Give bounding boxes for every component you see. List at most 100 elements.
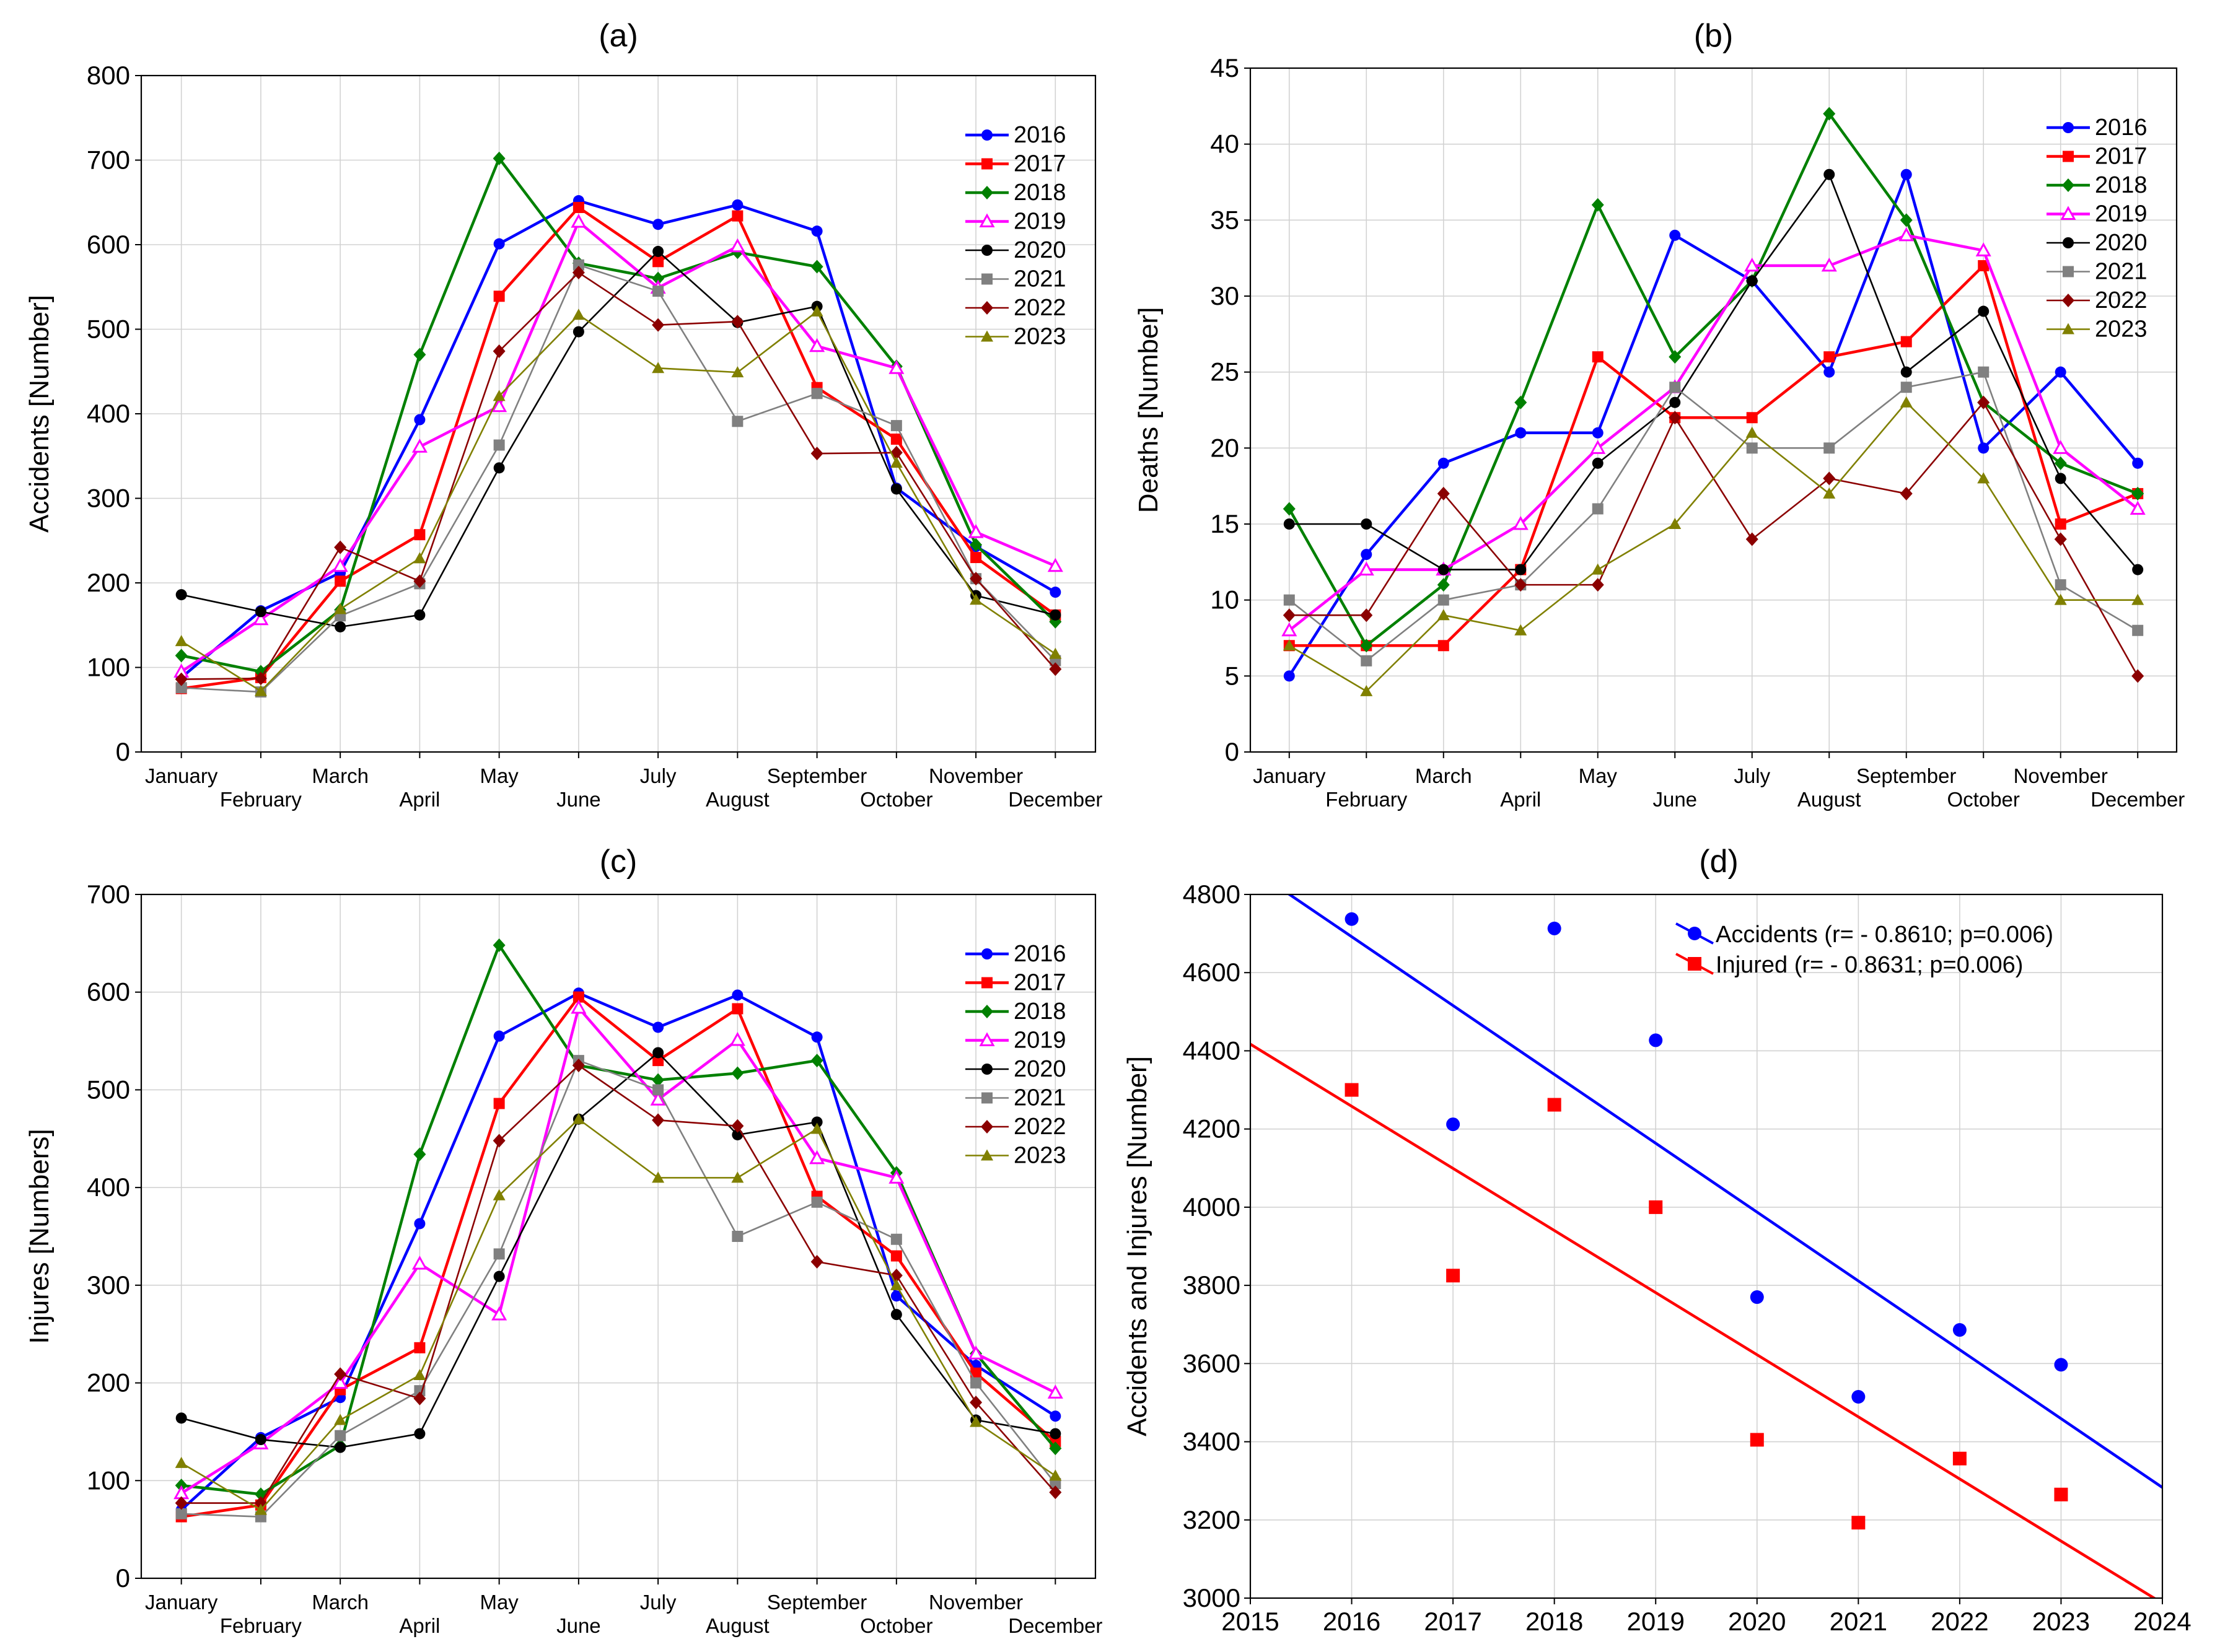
- x-tick-label: January: [145, 764, 218, 787]
- panel-title: (c): [600, 844, 638, 880]
- legend-marker: [981, 129, 993, 141]
- legend-item: 2018: [2047, 172, 2148, 198]
- data-point: [175, 1412, 187, 1424]
- x-tick-label: February: [220, 1614, 302, 1637]
- data-point: [1592, 427, 1604, 439]
- chart-panel-3: 2015 2016 2017 2018 2019 2020 2021 2022 2023 2024…: [1122, 844, 2191, 1636]
- data-point: [2054, 1358, 2068, 1372]
- y-tick-label: 10: [1210, 585, 1239, 614]
- data-point: [970, 1367, 982, 1379]
- legend-item: 2016: [965, 122, 1066, 148]
- data-point: [572, 1059, 585, 1072]
- data-point: [1851, 1389, 1866, 1404]
- data-point: [1823, 442, 1835, 454]
- data-point: [1898, 227, 1915, 242]
- y-tick-label: 600: [87, 230, 130, 259]
- data-point: [652, 286, 664, 297]
- data-point: [1515, 427, 1527, 439]
- series-line: [181, 1052, 1056, 1448]
- data-point: [1823, 351, 1835, 363]
- data-point: [810, 305, 823, 317]
- data-point: [1591, 563, 1604, 575]
- data-point: [175, 589, 187, 601]
- data-point: [729, 238, 745, 253]
- data-point: [335, 575, 346, 587]
- y-tick-label: 300: [87, 484, 130, 513]
- data-point: [1437, 609, 1450, 621]
- x-tick-label: March: [312, 1591, 369, 1614]
- data-point: [1851, 1516, 1866, 1530]
- data-point: [888, 360, 905, 374]
- data-point: [1592, 457, 1604, 469]
- data-point: [1283, 502, 1296, 516]
- data-point: [1591, 578, 1604, 592]
- plot-frame: [1249, 67, 2178, 753]
- data-point: [493, 151, 506, 165]
- x-tick-label: 2022: [1931, 1607, 1988, 1636]
- data-point: [1744, 257, 1760, 272]
- series-injured: [1250, 1042, 2157, 1598]
- data-point: [810, 1054, 823, 1068]
- legend-label: 2020: [2095, 230, 2148, 256]
- y-tick-label: 700: [87, 146, 130, 175]
- data-point: [1669, 518, 1682, 529]
- data-point: [2054, 1487, 2068, 1501]
- y-tick-label: 45: [1210, 53, 1239, 82]
- data-point: [652, 219, 664, 230]
- legend-marker: [981, 977, 993, 989]
- data-point: [1669, 382, 1681, 393]
- data-point: [493, 1098, 505, 1109]
- y-tick-label: 4200: [1183, 1114, 1240, 1143]
- legend-marker: [2063, 151, 2074, 162]
- data-point: [175, 672, 188, 686]
- legend-label: 2019: [1014, 209, 1066, 235]
- data-point: [970, 538, 983, 552]
- data-point: [571, 214, 587, 228]
- x-tick-label: 2020: [1728, 1607, 1786, 1636]
- data-point: [1669, 350, 1682, 364]
- data-point: [411, 439, 428, 453]
- y-tick-label: 0: [116, 1563, 130, 1593]
- data-point: [890, 1233, 902, 1245]
- legend-label: 2021: [1014, 1085, 1066, 1111]
- data-point: [1978, 305, 1990, 317]
- data-point: [1047, 557, 1063, 572]
- data-point: [573, 201, 584, 213]
- series-line: [1288, 371, 2138, 662]
- legend-item: 2021: [2047, 259, 2148, 285]
- series-line: [181, 1059, 1056, 1518]
- data-point: [175, 682, 187, 694]
- data-point: [1437, 457, 1449, 469]
- data-point: [1978, 442, 1990, 454]
- data-point: [175, 1496, 188, 1510]
- data-point: [493, 462, 505, 474]
- data-point: [2055, 473, 2066, 484]
- series-2023: [175, 1112, 1062, 1515]
- data-point: [809, 1150, 825, 1165]
- data-point: [811, 388, 823, 400]
- data-point: [970, 1396, 983, 1410]
- data-point: [571, 999, 587, 1014]
- series-2016: [1283, 168, 2144, 682]
- data-point: [1746, 275, 1758, 287]
- x-tick-label: October: [860, 1614, 932, 1637]
- data-point: [732, 1003, 744, 1015]
- data-point: [652, 1073, 665, 1087]
- legend-marker: [2062, 323, 2074, 334]
- data-point: [1050, 1428, 1061, 1440]
- legend-marker: [981, 1092, 993, 1104]
- legend-label: 2019: [1014, 1028, 1066, 1054]
- data-point: [175, 1456, 188, 1468]
- data-point: [652, 1021, 664, 1033]
- data-point: [652, 1047, 664, 1059]
- data-point: [414, 1218, 426, 1230]
- series-2023: [1283, 396, 2144, 696]
- x-tick-label: September: [767, 764, 867, 787]
- x-tick-label: April: [399, 1614, 440, 1637]
- data-point: [1592, 503, 1604, 515]
- data-point: [1360, 608, 1373, 623]
- series-2019: [173, 214, 1063, 678]
- series-2019: [1281, 227, 2146, 637]
- y-tick-label: 200: [87, 1368, 130, 1397]
- data-point: [1649, 1200, 1663, 1214]
